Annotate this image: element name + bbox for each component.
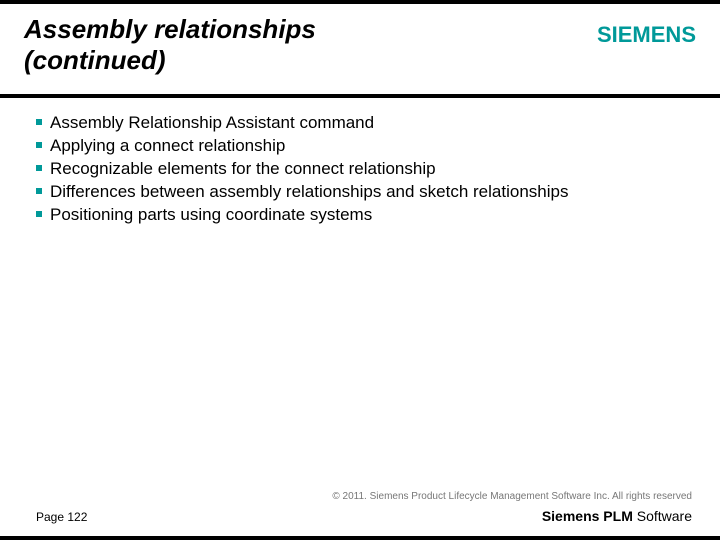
bullet-item: Differences between assembly relationshi… bbox=[36, 181, 692, 204]
bullet-list: Assembly Relationship Assistant command … bbox=[36, 112, 692, 227]
bullet-item: Recognizable elements for the connect re… bbox=[36, 158, 692, 181]
bullet-item: Positioning parts using coordinate syste… bbox=[36, 204, 692, 227]
body: Assembly Relationship Assistant command … bbox=[36, 112, 692, 227]
footer: © 2011. Siemens Product Lifecycle Manage… bbox=[36, 491, 692, 524]
header: Assembly relationships (continued) SIEME… bbox=[24, 14, 696, 76]
copyright-text: © 2011. Siemens Product Lifecycle Manage… bbox=[36, 491, 692, 502]
footer-row: Page 122 Siemens PLM Software bbox=[36, 508, 692, 524]
brand-bold: Siemens PLM bbox=[542, 508, 633, 524]
title-line-1: Assembly relationships bbox=[24, 14, 316, 44]
page-number: Page 122 bbox=[36, 510, 87, 524]
bullet-item: Assembly Relationship Assistant command bbox=[36, 112, 692, 135]
header-divider bbox=[0, 94, 720, 98]
title-line-2: (continued) bbox=[24, 45, 166, 75]
brand-software: Siemens PLM Software bbox=[542, 508, 692, 524]
slide-content: Assembly relationships (continued) SIEME… bbox=[0, 4, 720, 536]
slide: Assembly relationships (continued) SIEME… bbox=[0, 0, 720, 540]
siemens-logo: SIEMENS bbox=[597, 22, 696, 48]
slide-title: Assembly relationships (continued) bbox=[24, 14, 316, 76]
bullet-item: Applying a connect relationship bbox=[36, 135, 692, 158]
brand-rest: Software bbox=[633, 508, 692, 524]
